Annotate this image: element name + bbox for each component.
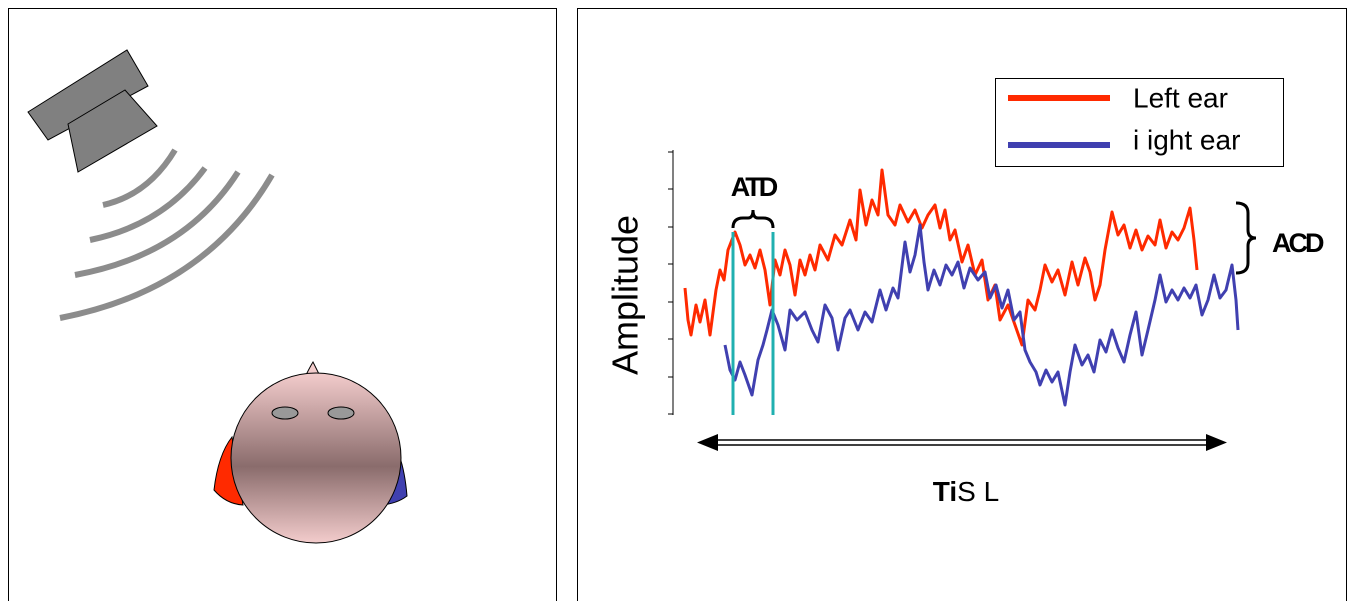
right-panel xyxy=(577,8,1347,601)
time-arrow xyxy=(697,434,1227,451)
acd-brace xyxy=(1235,201,1257,275)
acd-label: ACD xyxy=(1272,228,1324,258)
time-label-bold: Ti xyxy=(933,476,957,507)
atd-label: ATD xyxy=(731,172,778,202)
y-axis xyxy=(668,150,674,415)
left-ear-wave xyxy=(683,168,1199,347)
right-ear-wave xyxy=(723,223,1240,407)
atd-markers xyxy=(731,232,775,415)
time-label-rest: S L xyxy=(957,476,999,507)
legend-left: Left ear xyxy=(1133,82,1228,113)
left-panel xyxy=(8,8,557,601)
speaker xyxy=(27,49,158,173)
legend-right: i ight ear xyxy=(1133,124,1240,155)
head xyxy=(213,360,408,544)
sound-waves xyxy=(59,148,275,321)
y-axis-label: Amplitude xyxy=(605,215,646,375)
legend: Left ear i ight ear xyxy=(995,78,1284,167)
time-label: TiS L xyxy=(933,476,999,507)
atd-brace xyxy=(731,209,775,229)
